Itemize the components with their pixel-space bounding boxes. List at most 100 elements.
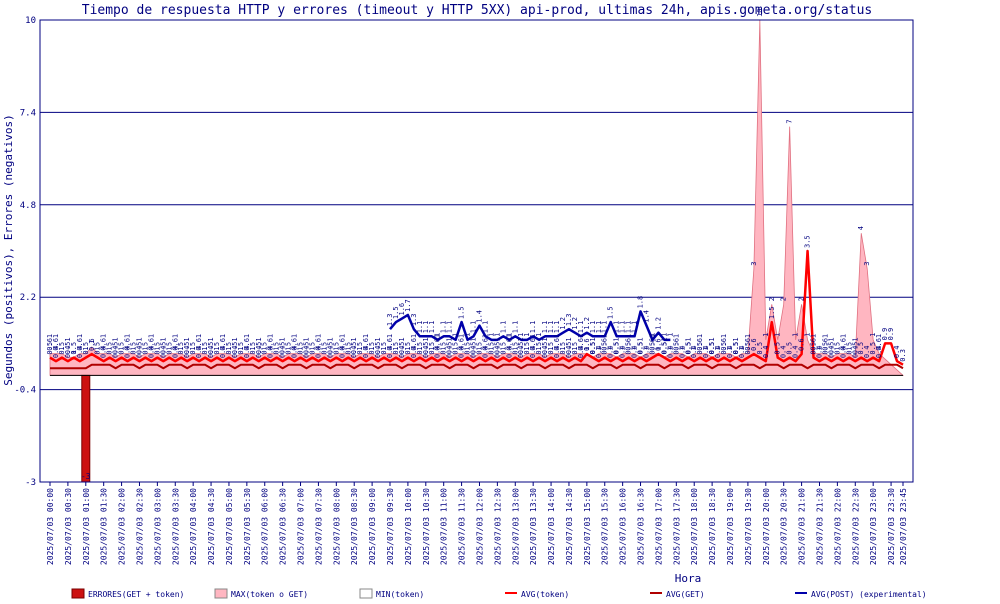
data-label: 1 (571, 346, 579, 350)
x-tick-label: 2025/07/03 03:00 (153, 488, 162, 565)
data-label: 1.1 (631, 321, 639, 334)
data-label: 1 (726, 346, 734, 350)
y-tick-label: 2.2 (20, 293, 36, 303)
data-label: 0.51 (565, 337, 573, 354)
x-tick-label: 2025/07/03 01:00 (82, 488, 91, 565)
data-label: 1 (535, 346, 543, 350)
error-bar-layer: -3 (81, 374, 91, 483)
data-label: 1 (118, 346, 126, 350)
data-label: 0.5 (696, 342, 704, 355)
x-tick-label: 2025/07/03 18:30 (708, 488, 717, 565)
data-label: 1 (464, 333, 472, 337)
data-label: 1 (833, 346, 841, 350)
data-label: 0.5 (810, 342, 818, 355)
data-label: 1.2 (583, 317, 591, 330)
data-label: 0.4 (219, 346, 227, 359)
data-label: 0.4 (863, 346, 871, 359)
x-tick-label: 2025/07/03 23:30 (887, 488, 896, 565)
legend-swatch (214, 588, 228, 599)
data-label: 0.4 (398, 346, 406, 359)
data-label: 1 (177, 346, 185, 350)
data-label: 1 (517, 333, 525, 337)
data-label: 0.4 (350, 346, 358, 359)
data-label: 0.51 (613, 337, 621, 354)
x-tick-label: 2025/07/03 14:00 (547, 488, 556, 565)
data-label: 0.5 (261, 342, 269, 355)
data-label: 0.6 (654, 338, 662, 351)
legend: ERRORES(GET + token) MAX(token o GET) MIN(… (71, 588, 927, 599)
data-label: 0.4 (678, 346, 686, 359)
data-label: 0.5 (487, 342, 495, 355)
data-label: 1 (464, 346, 472, 350)
data-label: 0.5 (464, 342, 472, 355)
data-label: 0.4 (100, 346, 108, 359)
data-label: 0.4 (643, 346, 651, 359)
data-label: 1 (666, 333, 674, 337)
x-tick-label: 2025/07/03 11:00 (440, 488, 449, 565)
data-label: 0.4 (470, 346, 478, 359)
data-label: 0.5 (297, 342, 305, 355)
data-label: 1 (523, 346, 531, 350)
data-label: 1 (297, 346, 305, 350)
data-label: 1.1 (553, 321, 561, 334)
data-label: 0.4 (231, 346, 239, 359)
x-axis-label: Hora (675, 572, 702, 585)
x-tick-label: 2025/07/03 14:30 (565, 488, 574, 565)
data-label: 1 (511, 346, 519, 350)
data-label: 0.5 (213, 342, 221, 355)
data-label: 0.5 (625, 342, 633, 355)
data-label: 1 (201, 346, 209, 350)
data-label: 0.61 (219, 334, 227, 351)
x-tick-label: 2025/07/03 15:30 (601, 488, 610, 565)
series-lines-layer (49, 249, 904, 376)
data-label: 0.4 (159, 346, 167, 359)
data-label: 1 (88, 340, 96, 344)
data-label: 0.5 (308, 342, 316, 355)
x-tick-label: 2025/07/03 03:30 (171, 488, 180, 565)
data-label: 1 (762, 333, 770, 337)
data-label: 0.9 (887, 328, 895, 341)
data-label: 0.4 (607, 346, 615, 359)
data-label: 1 (452, 346, 460, 350)
legend-label: AVG(POST) (experimental) (811, 590, 927, 599)
data-label: 1 (237, 346, 245, 350)
legend-swatch (359, 588, 373, 599)
data-label: 0.5 (273, 342, 281, 355)
data-label: 0.4 (565, 346, 573, 359)
data-label: 0.5 (404, 342, 412, 355)
data-label: 0.61 (529, 334, 537, 351)
data-label: 0.4 (726, 346, 734, 359)
data-label: 0.5 (344, 342, 352, 355)
data-label: 0.5 (589, 342, 597, 355)
data-label: 1 (380, 346, 388, 350)
data-label: 1.5 (458, 306, 466, 319)
x-tick-label: 2025/07/03 20:00 (762, 488, 771, 565)
data-label: 0.4 (135, 346, 143, 359)
data-label: 0.5 (356, 342, 364, 355)
data-label: 0.4 (326, 346, 334, 359)
x-tick-label: 2025/07/03 11:30 (458, 488, 467, 565)
data-label: 1 (487, 333, 495, 337)
data-label: 0.61 (243, 334, 251, 351)
data-label: 3.5 (804, 235, 812, 248)
y-axis-label: Segundos (positivos), Errores (negativos… (2, 114, 15, 386)
data-label: 0.61 (314, 334, 322, 351)
data-label: 1 (434, 333, 442, 337)
max-area-layer (49, 19, 905, 376)
x-tick-label: 2025/07/03 13:30 (529, 488, 538, 565)
data-label: 1.3 (565, 314, 573, 327)
data-label: 1 (368, 346, 376, 350)
data-label: 2 (780, 297, 788, 301)
data-label: 1.3 (386, 314, 394, 327)
data-label: 0.61 (577, 334, 585, 351)
data-label: 0.5 (428, 342, 436, 355)
data-label: 1 (452, 333, 460, 337)
data-label: 0.51 (207, 337, 215, 354)
data-label: 0.5 (535, 342, 543, 355)
data-label: 1 (356, 346, 364, 350)
data-label: 0.5 (744, 342, 752, 355)
data-label: 1.1 (428, 321, 436, 334)
data-label: 0.61 (839, 334, 847, 351)
data-label: 0.5 (320, 342, 328, 355)
